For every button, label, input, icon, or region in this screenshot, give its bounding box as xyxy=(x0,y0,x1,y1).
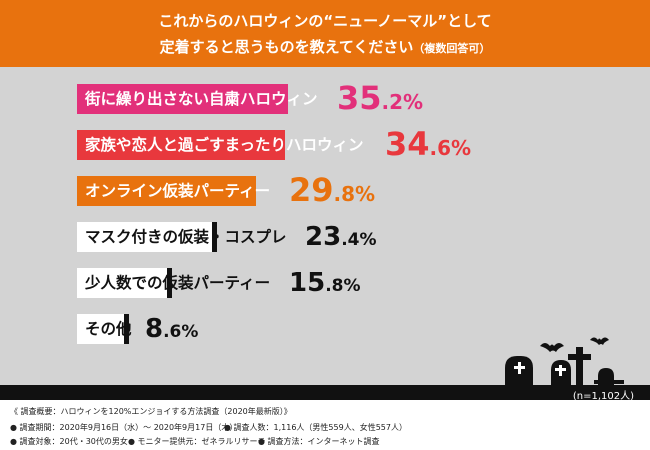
bar-6: その他 xyxy=(77,314,132,344)
value-int: 8 xyxy=(145,314,164,344)
category-label: 家族や恋人と過ごすまったりハロウィン xyxy=(85,136,364,154)
sample-size-note: (n=1,102人) xyxy=(572,391,634,402)
value-int: 23 xyxy=(305,222,342,252)
value-int: 35 xyxy=(337,79,382,117)
category-label: その他 xyxy=(85,320,132,338)
bar-2: 家族や恋人と過ごすまったりハロウィン xyxy=(77,130,364,160)
title-line-1: これからのハロウィンの“ニューノーマル”として xyxy=(158,12,492,30)
cross-mark-left-h xyxy=(514,366,525,369)
survey-period: ● 調査期間：2020年9月16日（水）～ 2020年9月17日（木） xyxy=(10,423,238,432)
tombstone-right xyxy=(598,368,614,388)
value-int: 15 xyxy=(289,268,326,298)
value-label-1: 35.2% xyxy=(337,82,423,114)
ground-strip xyxy=(0,385,650,400)
category-label: オンライン仮装パーティー xyxy=(85,182,271,200)
bar-4: マスク付きの仮装・コスプレ xyxy=(77,222,287,252)
category-label: 街に繰り出さない自粛ハロウィン xyxy=(85,90,318,108)
value-dec: .6% xyxy=(163,322,199,342)
value-label-5: 15.8% xyxy=(289,270,361,296)
title-note: （複数回答可） xyxy=(413,42,491,55)
survey-monitor: ● モニター提供元：ゼネラルリサーチ xyxy=(128,437,266,446)
value-int: 29 xyxy=(289,171,334,209)
value-label-2: 34.6% xyxy=(385,128,471,160)
title-line-2: 定着すると思うものを教えてください（複数回答可） xyxy=(0,36,650,57)
value-dec: .8% xyxy=(333,182,376,206)
bar-3: オンライン仮装パーティー xyxy=(77,176,270,206)
category-label: マスク付きの仮装・コスプレ xyxy=(85,228,287,246)
bat-2 xyxy=(590,337,609,345)
fence xyxy=(594,380,624,384)
survey-people: ● 調査人数：1,116人（男性559人、女性557人） xyxy=(224,423,407,432)
value-dec: .8% xyxy=(325,276,361,296)
cross-arm xyxy=(568,354,591,360)
bats-decoration xyxy=(540,337,609,352)
value-dec: .2% xyxy=(381,90,424,114)
survey-target: ● 調査対象：20代・30代の男女 xyxy=(10,437,128,446)
bar-1: 街に繰り出さない自粛ハロウィン xyxy=(77,84,318,114)
value-label-4: 23.4% xyxy=(305,224,377,250)
value-dec: .6% xyxy=(429,136,472,160)
value-dec: .4% xyxy=(341,230,377,250)
survey-method: ● 調査方法：インターネット調査 xyxy=(258,437,380,446)
cross-mark-mid-h xyxy=(555,368,566,371)
title-line-2-main: 定着すると思うものを教えてください xyxy=(159,38,414,56)
value-label-6: 8.6% xyxy=(145,316,198,342)
tombstone-crosses xyxy=(514,362,566,376)
survey-title: 《 調査概要：ハロウィンを120%エンジョイする方法調査（2020年最新版）》 xyxy=(10,407,292,416)
cross-post xyxy=(576,347,583,389)
bar-5: 少人数での仮装パーティー xyxy=(77,268,270,298)
header-banner: これからのハロウィンの“ニューノーマル”として 定着すると思うものを教えてくださ… xyxy=(0,0,650,67)
bat-1 xyxy=(540,343,564,352)
value-label-3: 29.8% xyxy=(289,174,375,206)
value-int: 34 xyxy=(385,125,430,163)
category-label: 少人数での仮装パーティー xyxy=(85,274,271,292)
